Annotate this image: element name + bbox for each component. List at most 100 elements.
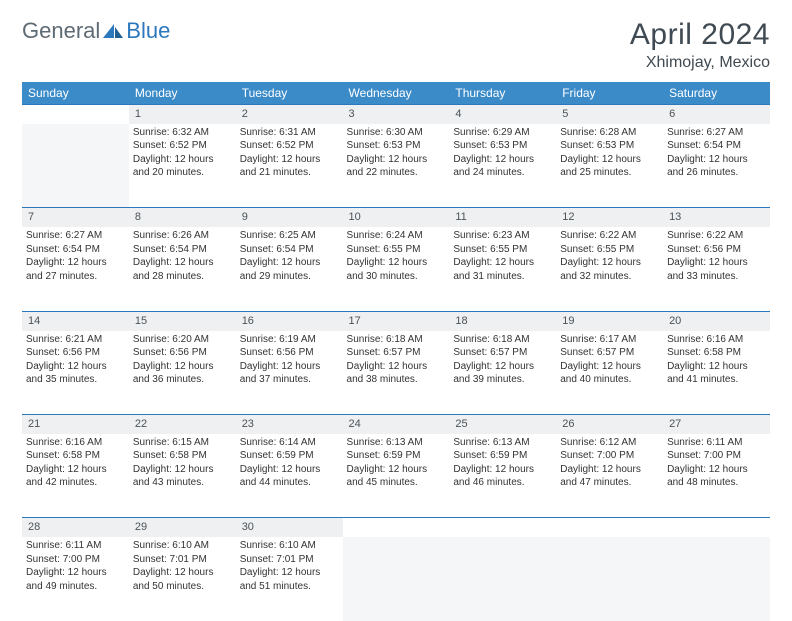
day-content-cell: Sunrise: 6:10 AMSunset: 7:01 PMDaylight:… bbox=[129, 537, 236, 621]
day-content-cell: Sunrise: 6:16 AMSunset: 6:58 PMDaylight:… bbox=[22, 434, 129, 518]
day-sunset-text: Sunset: 6:54 PM bbox=[26, 243, 125, 257]
day-sunrise-text: Sunrise: 6:30 AM bbox=[347, 126, 446, 140]
day-sunrise-text: Sunrise: 6:19 AM bbox=[240, 333, 339, 347]
weekday-header-row: Sunday Monday Tuesday Wednesday Thursday… bbox=[22, 82, 770, 105]
day-d2-text: and 43 minutes. bbox=[133, 476, 232, 490]
day-content-cell: Sunrise: 6:16 AMSunset: 6:58 PMDaylight:… bbox=[663, 331, 770, 415]
day-sunset-text: Sunset: 6:58 PM bbox=[133, 449, 232, 463]
day-d1-text: Daylight: 12 hours bbox=[26, 360, 125, 374]
day-content-cell: Sunrise: 6:12 AMSunset: 7:00 PMDaylight:… bbox=[556, 434, 663, 518]
day-content-cell: Sunrise: 6:20 AMSunset: 6:56 PMDaylight:… bbox=[129, 331, 236, 415]
day-d1-text: Daylight: 12 hours bbox=[240, 153, 339, 167]
day-content-cell bbox=[663, 537, 770, 621]
day-number-cell: 29 bbox=[129, 518, 236, 537]
day-sunrise-text: Sunrise: 6:14 AM bbox=[240, 436, 339, 450]
day-d2-text: and 27 minutes. bbox=[26, 270, 125, 284]
day-d2-text: and 22 minutes. bbox=[347, 166, 446, 180]
day-number-cell: 20 bbox=[663, 311, 770, 330]
day-number-cell: 2 bbox=[236, 105, 343, 124]
weekday-header: Thursday bbox=[449, 82, 556, 105]
day-sunrise-text: Sunrise: 6:12 AM bbox=[560, 436, 659, 450]
day-number-cell: 11 bbox=[449, 208, 556, 227]
day-number-cell: 28 bbox=[22, 518, 129, 537]
day-d2-text: and 42 minutes. bbox=[26, 476, 125, 490]
day-d2-text: and 40 minutes. bbox=[560, 373, 659, 387]
day-d1-text: Daylight: 12 hours bbox=[26, 463, 125, 477]
day-sunrise-text: Sunrise: 6:27 AM bbox=[26, 229, 125, 243]
logo-text-general: General bbox=[22, 18, 100, 44]
day-content-cell: Sunrise: 6:25 AMSunset: 6:54 PMDaylight:… bbox=[236, 227, 343, 311]
day-number-cell: 21 bbox=[22, 415, 129, 434]
day-content-cell: Sunrise: 6:18 AMSunset: 6:57 PMDaylight:… bbox=[449, 331, 556, 415]
day-number-cell: 7 bbox=[22, 208, 129, 227]
day-sunset-text: Sunset: 6:52 PM bbox=[133, 139, 232, 153]
day-content-cell: Sunrise: 6:15 AMSunset: 6:58 PMDaylight:… bbox=[129, 434, 236, 518]
day-d2-text: and 26 minutes. bbox=[667, 166, 766, 180]
day-content-cell: Sunrise: 6:30 AMSunset: 6:53 PMDaylight:… bbox=[343, 124, 450, 208]
day-content-cell: Sunrise: 6:14 AMSunset: 6:59 PMDaylight:… bbox=[236, 434, 343, 518]
day-sunset-text: Sunset: 6:52 PM bbox=[240, 139, 339, 153]
day-number-cell: 24 bbox=[343, 415, 450, 434]
day-content-cell: Sunrise: 6:18 AMSunset: 6:57 PMDaylight:… bbox=[343, 331, 450, 415]
day-content-cell: Sunrise: 6:27 AMSunset: 6:54 PMDaylight:… bbox=[663, 124, 770, 208]
day-content-cell: Sunrise: 6:28 AMSunset: 6:53 PMDaylight:… bbox=[556, 124, 663, 208]
day-d2-text: and 31 minutes. bbox=[453, 270, 552, 284]
day-sunrise-text: Sunrise: 6:25 AM bbox=[240, 229, 339, 243]
day-d2-text: and 28 minutes. bbox=[133, 270, 232, 284]
day-number-cell bbox=[663, 518, 770, 537]
day-sunset-text: Sunset: 6:54 PM bbox=[667, 139, 766, 153]
day-sunset-text: Sunset: 7:01 PM bbox=[240, 553, 339, 567]
day-number-cell: 12 bbox=[556, 208, 663, 227]
day-content-row: Sunrise: 6:32 AMSunset: 6:52 PMDaylight:… bbox=[22, 124, 770, 208]
day-number-cell: 5 bbox=[556, 105, 663, 124]
day-number-row: 78910111213 bbox=[22, 208, 770, 227]
day-sunset-text: Sunset: 6:53 PM bbox=[453, 139, 552, 153]
day-d2-text: and 38 minutes. bbox=[347, 373, 446, 387]
day-d1-text: Daylight: 12 hours bbox=[26, 566, 125, 580]
day-sunrise-text: Sunrise: 6:17 AM bbox=[560, 333, 659, 347]
day-sunset-text: Sunset: 6:55 PM bbox=[347, 243, 446, 257]
day-content-cell: Sunrise: 6:13 AMSunset: 6:59 PMDaylight:… bbox=[343, 434, 450, 518]
location-text: Xhimojay, Mexico bbox=[630, 54, 770, 72]
day-number-cell bbox=[449, 518, 556, 537]
day-sunrise-text: Sunrise: 6:28 AM bbox=[560, 126, 659, 140]
day-number-cell: 9 bbox=[236, 208, 343, 227]
day-d2-text: and 30 minutes. bbox=[347, 270, 446, 284]
logo-text-blue: Blue bbox=[126, 18, 170, 44]
day-number-cell: 6 bbox=[663, 105, 770, 124]
day-d1-text: Daylight: 12 hours bbox=[667, 360, 766, 374]
day-content-cell: Sunrise: 6:31 AMSunset: 6:52 PMDaylight:… bbox=[236, 124, 343, 208]
day-sunset-text: Sunset: 6:56 PM bbox=[240, 346, 339, 360]
day-d2-text: and 20 minutes. bbox=[133, 166, 232, 180]
day-sunset-text: Sunset: 6:58 PM bbox=[667, 346, 766, 360]
day-content-row: Sunrise: 6:11 AMSunset: 7:00 PMDaylight:… bbox=[22, 537, 770, 621]
day-sunrise-text: Sunrise: 6:31 AM bbox=[240, 126, 339, 140]
day-d1-text: Daylight: 12 hours bbox=[347, 256, 446, 270]
day-number-cell: 15 bbox=[129, 311, 236, 330]
logo-sail-icon bbox=[102, 23, 124, 39]
title-block: April 2024 Xhimojay, Mexico bbox=[630, 18, 770, 72]
day-sunset-text: Sunset: 7:00 PM bbox=[560, 449, 659, 463]
day-content-cell: Sunrise: 6:11 AMSunset: 7:00 PMDaylight:… bbox=[663, 434, 770, 518]
day-content-cell: Sunrise: 6:19 AMSunset: 6:56 PMDaylight:… bbox=[236, 331, 343, 415]
day-sunset-text: Sunset: 7:00 PM bbox=[667, 449, 766, 463]
day-d2-text: and 21 minutes. bbox=[240, 166, 339, 180]
day-sunset-text: Sunset: 6:57 PM bbox=[347, 346, 446, 360]
day-sunrise-text: Sunrise: 6:16 AM bbox=[667, 333, 766, 347]
day-number-cell: 3 bbox=[343, 105, 450, 124]
day-d1-text: Daylight: 12 hours bbox=[667, 256, 766, 270]
day-content-cell: Sunrise: 6:10 AMSunset: 7:01 PMDaylight:… bbox=[236, 537, 343, 621]
day-sunset-text: Sunset: 6:53 PM bbox=[347, 139, 446, 153]
day-d1-text: Daylight: 12 hours bbox=[667, 463, 766, 477]
day-sunset-text: Sunset: 6:57 PM bbox=[453, 346, 552, 360]
weekday-header: Tuesday bbox=[236, 82, 343, 105]
day-d2-text: and 51 minutes. bbox=[240, 580, 339, 594]
day-d1-text: Daylight: 12 hours bbox=[26, 256, 125, 270]
day-sunrise-text: Sunrise: 6:27 AM bbox=[667, 126, 766, 140]
day-d1-text: Daylight: 12 hours bbox=[453, 256, 552, 270]
day-d2-text: and 36 minutes. bbox=[133, 373, 232, 387]
weekday-header: Sunday bbox=[22, 82, 129, 105]
day-number-cell: 23 bbox=[236, 415, 343, 434]
day-number-cell bbox=[343, 518, 450, 537]
day-sunrise-text: Sunrise: 6:24 AM bbox=[347, 229, 446, 243]
